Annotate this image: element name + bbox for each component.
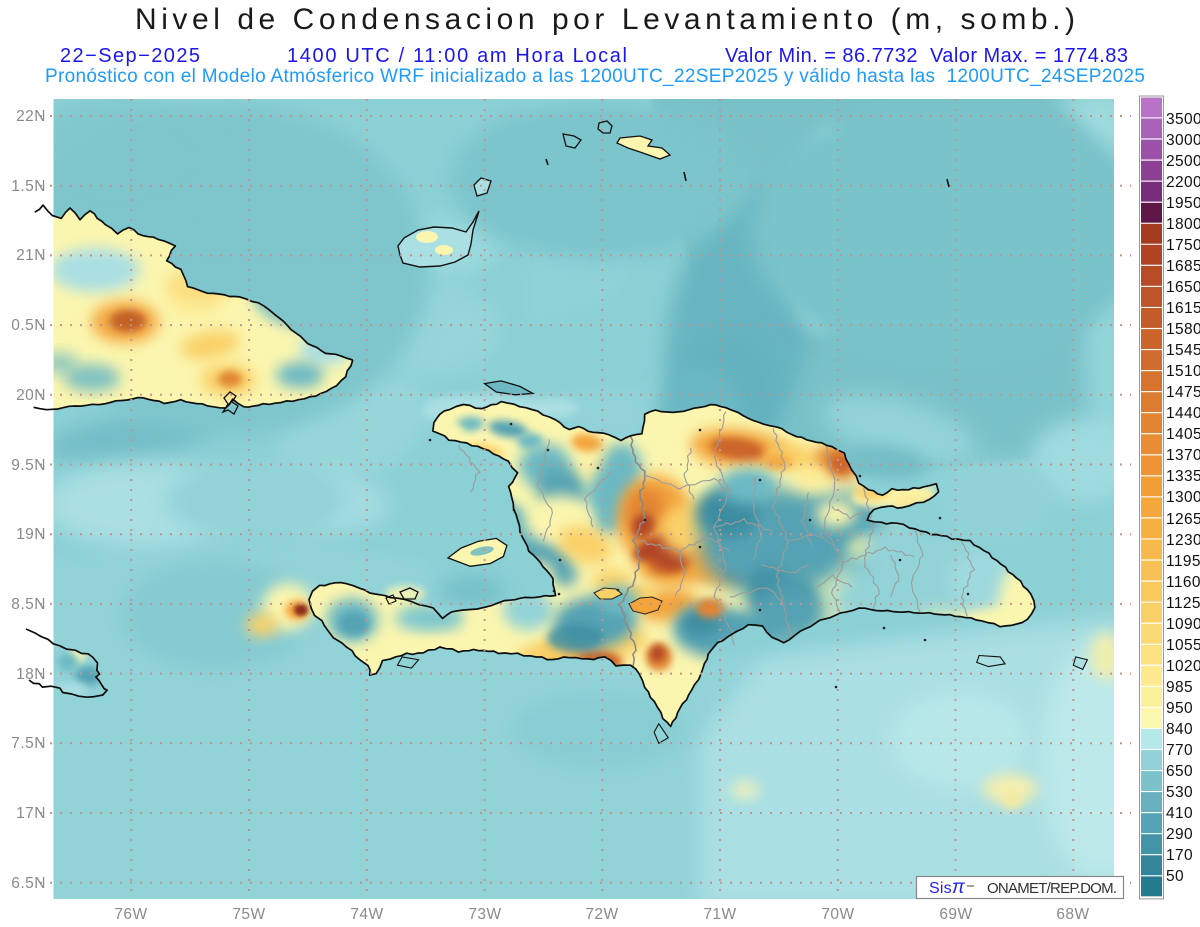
svg-text:1055: 1055 (1166, 637, 1200, 654)
svg-text:22−Sep−2025: 22−Sep−2025 (60, 45, 200, 67)
svg-text:ONAMET/REP.DOM.: ONAMET/REP.DOM. (987, 880, 1117, 897)
svg-text:74W: 74W (350, 906, 383, 923)
svg-text:1335: 1335 (1166, 468, 1200, 485)
svg-text:1125: 1125 (1166, 595, 1200, 612)
svg-text:6.5N: 6.5N (11, 875, 46, 892)
svg-text:0.5N: 0.5N (11, 317, 46, 334)
svg-text:Sis: Sis (929, 880, 952, 897)
svg-text:π: π (952, 877, 966, 898)
svg-text:1800: 1800 (1166, 216, 1200, 233)
svg-text:69W: 69W (939, 906, 972, 923)
svg-text:770: 770 (1166, 742, 1193, 759)
svg-text:Valor Min. = 86.7732 Valor Ma: Valor Min. = 86.7732 Valor Max. = 1774.8… (725, 45, 1128, 67)
svg-text:1160: 1160 (1166, 574, 1200, 591)
svg-text:71W: 71W (703, 906, 736, 923)
svg-text:1685: 1685 (1166, 258, 1200, 275)
svg-text:1195: 1195 (1166, 553, 1200, 570)
svg-text:−: − (966, 878, 975, 895)
svg-text:68W: 68W (1056, 906, 1089, 923)
svg-text:1650: 1650 (1166, 279, 1200, 296)
svg-text:8.5N: 8.5N (11, 596, 46, 613)
svg-text:9.5N: 9.5N (11, 457, 46, 474)
svg-text:1580: 1580 (1166, 321, 1200, 338)
svg-text:1300: 1300 (1166, 489, 1200, 506)
svg-text:19N: 19N (16, 526, 46, 543)
svg-text:18N: 18N (16, 666, 46, 683)
svg-text:1400 UTC / 11:00 am Hora Local: 1400 UTC / 11:00 am Hora Local (287, 45, 627, 67)
svg-text:1545: 1545 (1166, 342, 1200, 359)
svg-text:650: 650 (1166, 763, 1193, 780)
svg-text:840: 840 (1166, 721, 1193, 738)
svg-text:2500: 2500 (1166, 153, 1200, 170)
svg-text:76W: 76W (114, 906, 147, 923)
svg-text:1615: 1615 (1166, 300, 1200, 317)
svg-text:1370: 1370 (1166, 447, 1200, 464)
svg-text:7.5N: 7.5N (11, 735, 46, 752)
svg-text:950: 950 (1166, 700, 1193, 717)
svg-text:50: 50 (1166, 868, 1184, 885)
svg-text:1950: 1950 (1166, 195, 1200, 212)
svg-text:1405: 1405 (1166, 426, 1200, 443)
svg-text:75W: 75W (232, 906, 265, 923)
svg-text:1020: 1020 (1166, 658, 1200, 675)
svg-text:2200: 2200 (1166, 174, 1200, 191)
svg-text:3500: 3500 (1166, 111, 1200, 128)
svg-text:170: 170 (1166, 847, 1193, 864)
svg-text:1265: 1265 (1166, 511, 1200, 528)
svg-text:21N: 21N (16, 247, 46, 264)
svg-text:70W: 70W (821, 906, 854, 923)
svg-text:985: 985 (1166, 679, 1193, 696)
svg-text:1090: 1090 (1166, 616, 1200, 633)
svg-text:290: 290 (1166, 826, 1193, 843)
svg-text:1475: 1475 (1166, 384, 1200, 401)
svg-text:1750: 1750 (1166, 237, 1200, 254)
svg-text:Pronóstico con el Modelo Atmós: Pronóstico con el Modelo Atmósferico WRF… (45, 66, 1145, 87)
svg-text:73W: 73W (468, 906, 501, 923)
svg-text:17N: 17N (16, 805, 46, 822)
svg-text:530: 530 (1166, 784, 1193, 801)
svg-text:1510: 1510 (1166, 363, 1200, 380)
svg-text:22N: 22N (16, 108, 46, 125)
svg-text:20N: 20N (16, 387, 46, 404)
svg-text:1440: 1440 (1166, 405, 1200, 422)
svg-text:3000: 3000 (1166, 132, 1200, 149)
svg-text:72W: 72W (585, 906, 618, 923)
svg-text:1230: 1230 (1166, 532, 1200, 549)
svg-text:410: 410 (1166, 805, 1193, 822)
svg-text:1.5N: 1.5N (11, 178, 46, 195)
